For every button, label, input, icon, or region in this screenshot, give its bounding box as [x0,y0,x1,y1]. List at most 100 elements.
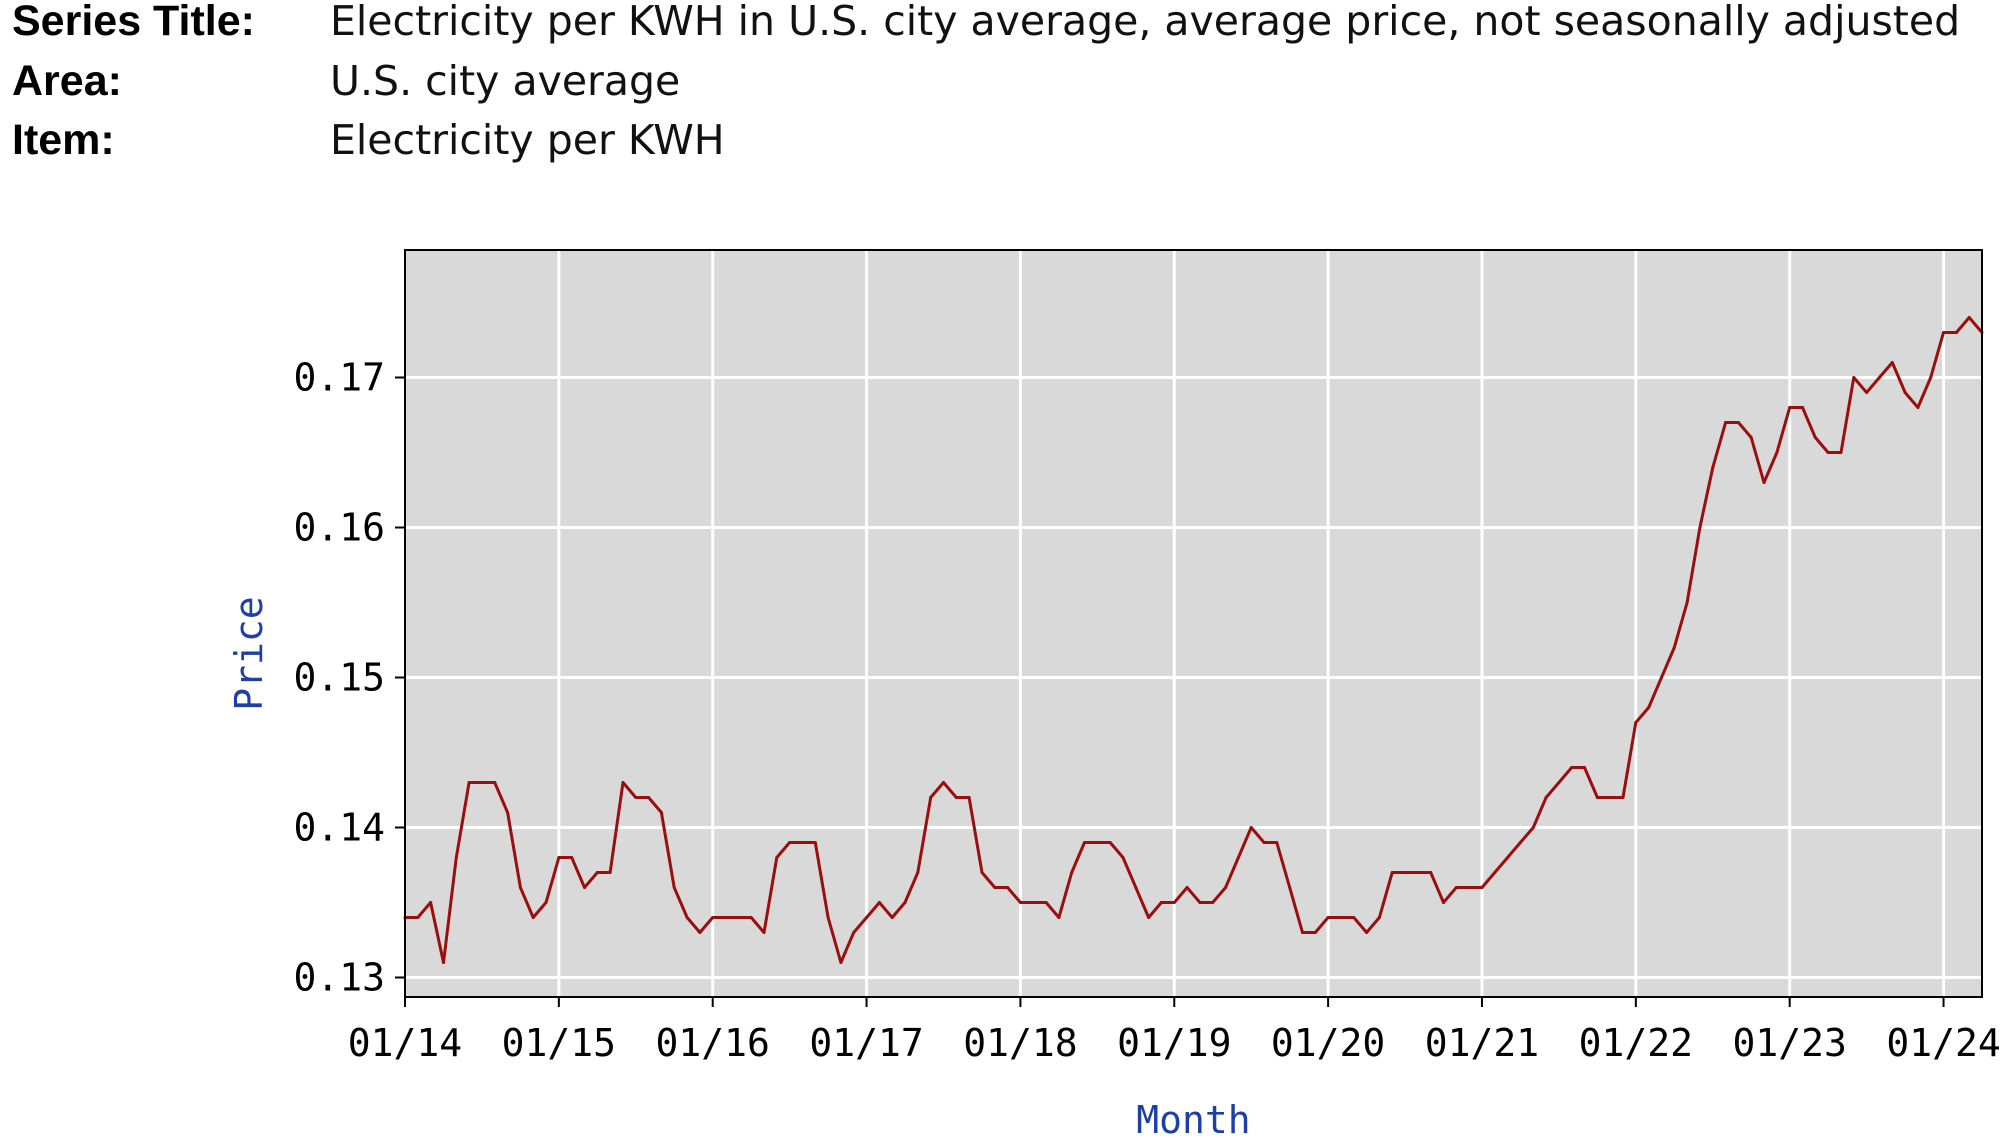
data-point [1711,466,1715,469]
series-title-row: Series Title: Electricity per KWH in U.S… [12,0,1960,56]
data-point [1442,901,1446,904]
data-point [1454,886,1458,889]
data-point [1211,901,1215,904]
data-point [467,781,471,784]
data-point [877,901,881,904]
data-point [1621,796,1625,799]
data-point [416,916,420,919]
data-point [1083,841,1087,844]
area-value: U.S. city average [330,57,681,105]
data-point [1147,916,1151,919]
data-point [839,961,843,964]
data-point [993,886,997,889]
data-point [1403,871,1407,874]
data-point [1801,406,1805,409]
data-point [1300,931,1304,934]
data-point [1326,916,1330,919]
series-layer [403,316,1984,964]
data-point [1852,376,1856,379]
x-tick-label: 01/16 [656,1021,770,1065]
plot-area [405,250,1982,997]
data-point [557,856,561,859]
data-point [1429,871,1433,874]
data-point [1698,526,1702,529]
data-point [608,871,612,874]
data-point [1390,871,1394,874]
x-tick-label: 01/24 [1886,1021,2000,1065]
data-point [480,781,484,784]
data-point [1070,871,1074,874]
series-title-label: Series Title: [12,0,255,45]
data-point [813,841,817,844]
data-point [429,901,433,904]
data-point [1159,901,1163,904]
data-point [1185,886,1189,889]
series-title-value: Electricity per KWH in U.S. city average… [330,0,1961,45]
data-point [1672,646,1676,649]
data-point [1634,721,1638,724]
data-point [1839,451,1843,454]
data-point [1018,901,1022,904]
data-point [1531,826,1535,829]
data-point [980,871,984,874]
data-point [1736,421,1740,424]
data-point [1339,916,1343,919]
data-point [1031,901,1035,904]
data-point [749,916,753,919]
data-point [1685,601,1689,604]
y-tick-label: 0.17 [293,356,385,400]
data-point [1198,901,1202,904]
data-point [1365,931,1369,934]
data-point [1095,841,1099,844]
data-point [1608,796,1612,799]
data-point [1813,436,1817,439]
data-point [1929,376,1933,379]
data-point [1224,886,1228,889]
price-series-line [405,316,1984,964]
data-point [1826,451,1830,454]
data-point [1262,841,1266,844]
x-tick-label: 01/15 [502,1021,616,1065]
item-label: Item: [12,115,115,164]
y-tick-label: 0.14 [293,806,385,850]
data-point [1916,406,1920,409]
area-label: Area: [12,56,122,105]
data-point [621,781,625,784]
data-point [724,916,728,919]
data-point [441,961,445,964]
data-point [1108,841,1112,844]
data-point [865,916,869,919]
data-point [493,781,497,784]
data-point [506,811,510,814]
data-point [1416,871,1420,874]
x-tick-label: 01/17 [809,1021,923,1065]
data-point [1480,886,1484,889]
data-point [954,796,958,799]
data-point [1659,676,1663,679]
data-point [1942,331,1946,334]
data-point [916,871,920,874]
data-point [531,916,535,919]
data-point [929,796,933,799]
data-point [1134,886,1138,889]
data-point [544,901,548,904]
data-point [1762,481,1766,484]
data-point [1249,826,1253,829]
y-tick-label: 0.15 [293,656,385,700]
data-point [454,856,458,859]
data-point [967,796,971,799]
data-point [647,796,651,799]
data-point [736,916,740,919]
data-point [1057,916,1061,919]
data-point [1583,766,1587,769]
data-point [1557,781,1561,784]
axes: 01/14 01/15 01/16 01/17 01/18 01/19 01/20 01/21… [293,356,2000,1066]
data-point [762,931,766,934]
data-point [788,841,792,844]
y-tick-label: 0.13 [293,956,385,1000]
data-point [1377,916,1381,919]
x-tick-label: 01/23 [1732,1021,1846,1065]
plot-frame [404,249,1983,998]
data-point [582,886,586,889]
